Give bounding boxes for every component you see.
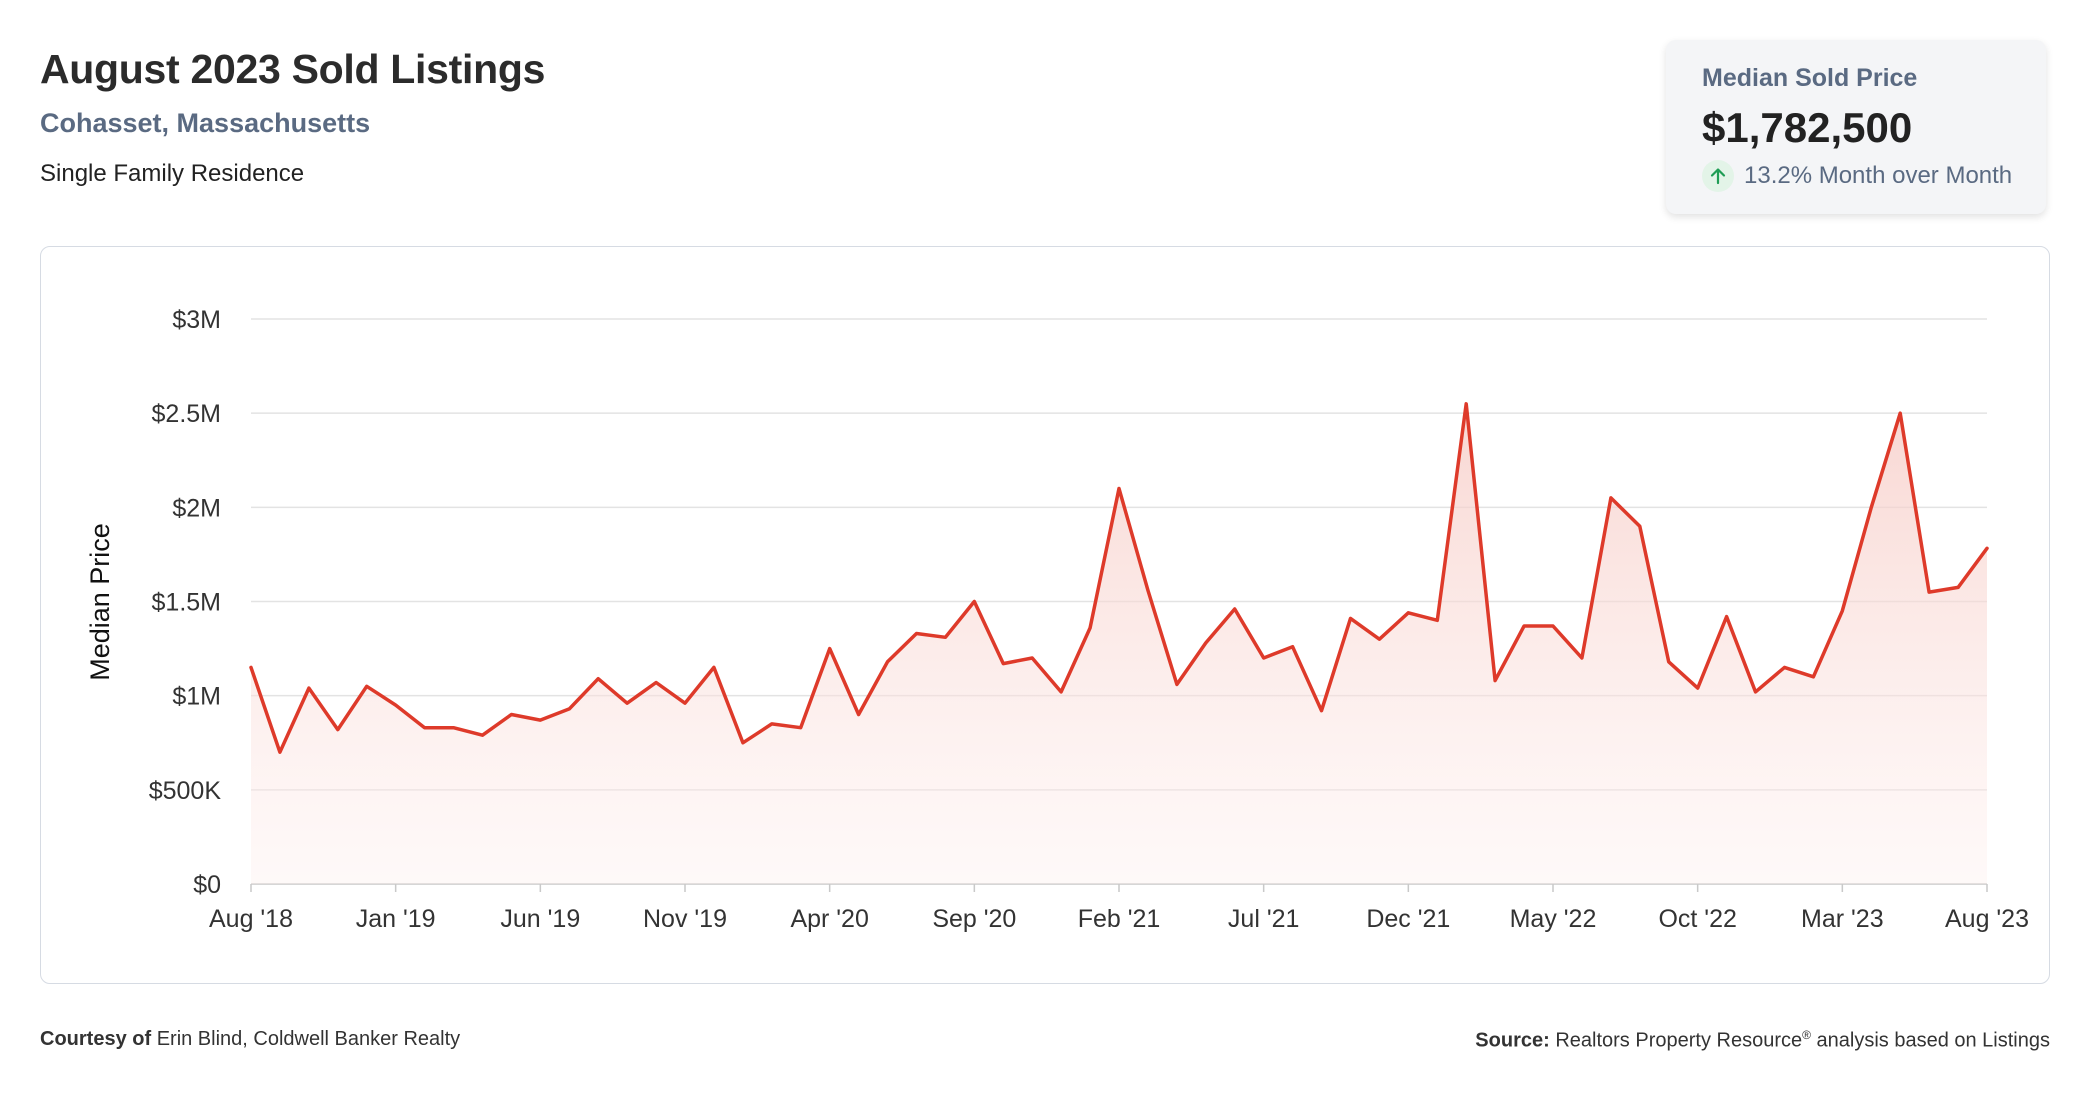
area-layer (251, 403, 1987, 884)
x-tick-label: Nov '19 (643, 905, 727, 933)
line-layer (249, 402, 1989, 754)
median-price-card: Median Sold Price $1,782,500 13.2% Month… (1666, 40, 2046, 214)
y-tick-labels: $0 $500K $1M $1.5M $2M $2.5M $3M (149, 306, 222, 899)
arrow-up-icon (1702, 160, 1734, 192)
y-axis-label: Median Price (85, 523, 115, 681)
stat-change: 13.2% Month over Month (1702, 160, 2012, 192)
y-tick-label: $2.5M (152, 400, 221, 428)
x-tick-label: Jan '19 (356, 905, 436, 933)
x-tick-label: Aug '23 (1945, 905, 2029, 933)
courtesy-prefix: Courtesy of (40, 1028, 152, 1050)
y-tick-label: $0 (193, 871, 221, 899)
x-tick-label: Aug '18 (209, 905, 293, 933)
median-price-line (249, 402, 1989, 754)
source-prefix: Source: (1475, 1029, 1550, 1052)
x-tick-label: Jun '19 (500, 905, 580, 933)
x-tick-label: May '22 (1510, 905, 1597, 933)
x-tick-label: Jul '21 (1228, 905, 1299, 933)
chart-frame: $0 $500K $1M $1.5M $2M $2.5M $3M Aug '18 Jan '1… (40, 246, 2050, 984)
location-subtitle: Cohasset, Massachusetts (40, 108, 371, 138)
y-tick-label: $1.5M (152, 589, 221, 617)
source-suffix: analysis based on Listings (1816, 1029, 2050, 1052)
y-tick-label: $2M (172, 494, 221, 522)
property-type-label: Single Family Residence (40, 160, 305, 187)
stat-value: $1,782,500 (1702, 104, 1913, 151)
stat-label: Median Sold Price (1702, 64, 1918, 92)
x-tick-label: Oct '22 (1658, 905, 1736, 933)
y-tick-label: $3M (172, 306, 221, 334)
courtesy-name: Erin Blind, Coldwell Banker Realty (156, 1028, 461, 1050)
y-tick-label: $500K (149, 777, 222, 805)
page-title: August 2023 Sold Listings (40, 46, 546, 92)
median-price-chart: $0 $500K $1M $1.5M $2M $2.5M $3M Aug '18 Jan '1… (85, 306, 2029, 933)
y-tick-label: $1M (172, 683, 221, 711)
source-footer: Source: Realtors Property Resource® anal… (1475, 1028, 2050, 1053)
x-tick-label: Sep '20 (932, 905, 1016, 933)
registered-mark: ® (1802, 1028, 1811, 1042)
x-tick-label: Apr '20 (790, 905, 868, 933)
x-tick-label: Mar '23 (1801, 905, 1884, 933)
x-tick-label: Feb '21 (1078, 905, 1161, 933)
area-fill (251, 403, 1987, 884)
change-text: 13.2% Month over Month (1744, 162, 2013, 189)
x-tick-labels: Aug '18 Jan '19 Jun '19 Nov '19 Apr '20 Sep '… (209, 884, 2029, 933)
x-tick-label: Dec '21 (1366, 905, 1450, 933)
source-name: Realtors Property Resource (1555, 1029, 1803, 1052)
courtesy-footer: Courtesy of Erin Blind, Coldwell Banker … (40, 1028, 460, 1051)
